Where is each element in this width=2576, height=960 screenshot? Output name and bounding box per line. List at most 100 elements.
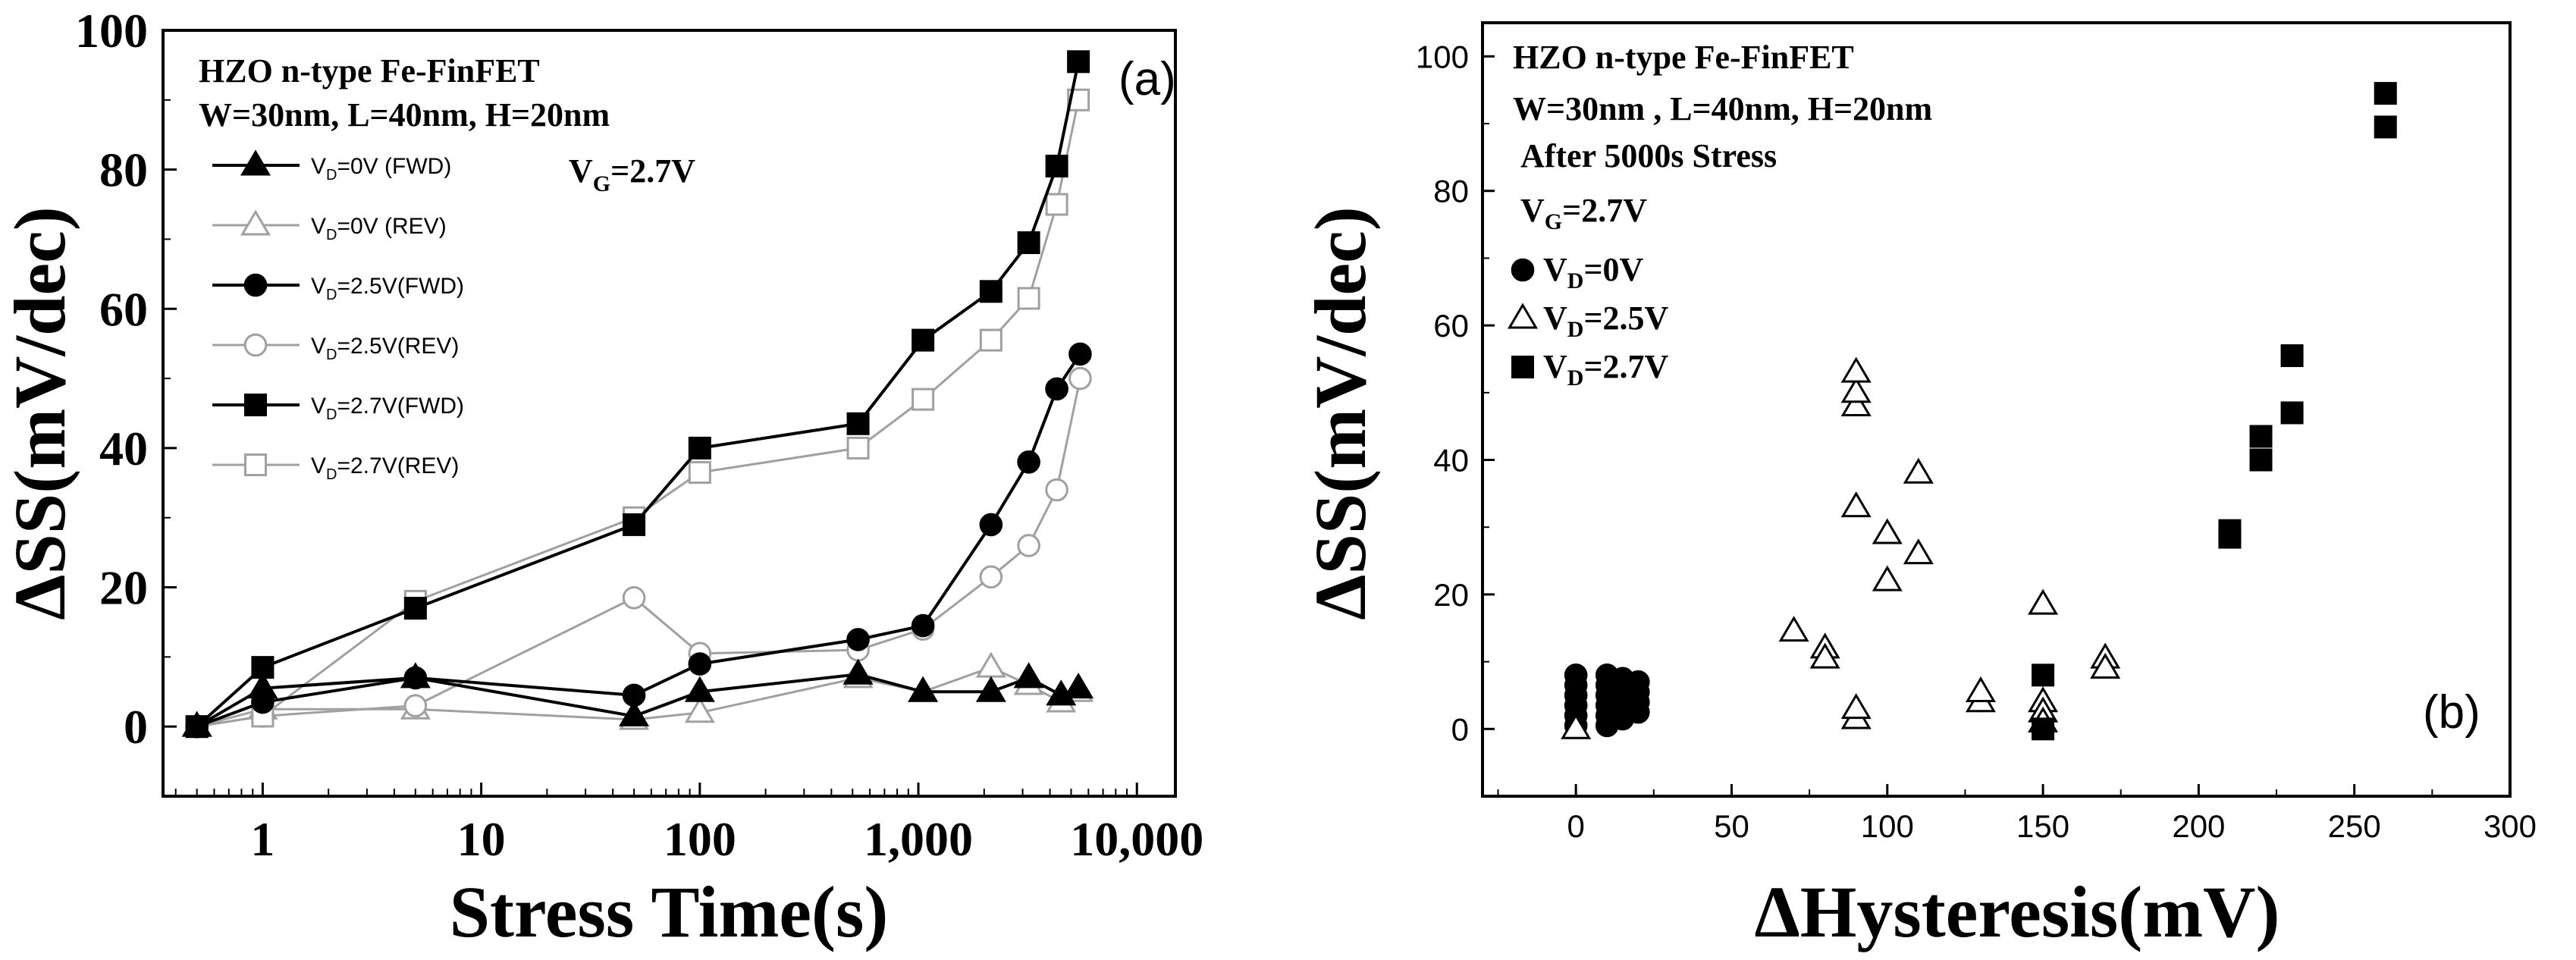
chart-a-point (688, 652, 712, 676)
chart-a-x-tick-label: 10,000 (1070, 812, 1203, 866)
chart-a-point (911, 613, 935, 638)
chart-a-point (688, 461, 711, 485)
chart-b-point (2090, 652, 2121, 679)
chart-b-point (2028, 588, 2059, 615)
chart-a-legend-rest: =2.5V(FWD) (337, 274, 464, 299)
chart-a-point (185, 715, 209, 739)
chart-a-x-tick-label: 1 (250, 812, 275, 866)
chart-a-x-axis-title: Stress Time(s) (450, 871, 889, 952)
chart-a-point (979, 513, 1003, 537)
chart-b-point (1564, 664, 1588, 687)
chart-a-point (688, 436, 711, 460)
chart-a-legend-v: V (311, 334, 326, 359)
chart-b-point (2218, 519, 2242, 542)
chart-a-point (1063, 673, 1094, 699)
chart-b-legend-v: V (1543, 300, 1567, 337)
chart-b-point (1903, 538, 1934, 565)
chart-a-plot-frame (162, 29, 1177, 798)
chart-b: 0 50 100 150 200 250 300 0 20 40 60 80 100 HZO n-typ… (1300, 21, 2537, 952)
chart-b-legend-rest: =2.7V (1583, 348, 1668, 385)
chart-a-legend-label: VD=2.7V(FWD) (311, 394, 464, 423)
chart-a-legend-sub: D (326, 466, 337, 483)
chart-a-point (975, 651, 1006, 678)
chart-b-point (1840, 693, 1872, 720)
chart-b-legend-marker (1511, 258, 1535, 282)
chart-a-point (622, 586, 646, 610)
chart-a-legend-label: VD=0V (FWD) (311, 154, 451, 184)
chart-a-point (1068, 366, 1092, 391)
chart-a-legend-sub: D (326, 406, 337, 423)
chart-b-x-tick-label: 200 (2172, 808, 2225, 844)
chart-b-x-tick-label: 0 (1567, 808, 1585, 844)
chart-b-y-tick-label: 0 (1451, 711, 1469, 747)
chart-b-series-layer (1561, 82, 2397, 741)
chart-a-point (842, 658, 874, 685)
chart-b-y-axis-title: ΔSS(mV/dec) (1300, 206, 1381, 620)
chart-b-x-tick-label: 300 (2483, 808, 2537, 844)
chart-b-point (1840, 491, 1872, 518)
chart-b-vg-sub: G (1545, 209, 1562, 234)
chart-a-legend-sub: D (326, 167, 337, 184)
chart-a-legend-label: VD=2.5V(REV) (311, 334, 459, 363)
chart-a-legend-v: V (311, 214, 326, 239)
chart-b-x-axis-title: ΔHysteresis(mV) (1755, 871, 2280, 952)
chart-b-legend-sub: D (1567, 317, 1584, 342)
chart-a-point (1045, 478, 1068, 502)
chart-b-panel-label: (b) (2423, 686, 2480, 739)
chart-b-point (2374, 82, 2397, 105)
chart-a-series-line (196, 378, 1081, 728)
chart-b-annotation-title: HZO n-type Fe-FinFET (1513, 39, 1854, 76)
chart-a-point (1045, 155, 1068, 178)
chart-b-annotation-stress: After 5000s Stress (1520, 137, 1777, 174)
chart-a-x-tick-label: 100 (664, 812, 736, 866)
chart-a-legend-rest: =0V (FWD) (337, 154, 451, 179)
chart-b-point (1840, 356, 1872, 383)
chart-a-legend-sub: D (326, 287, 337, 303)
chart-b-point (1561, 713, 1592, 739)
chart-a-annotation-vg: VG=2.7V (569, 152, 695, 196)
chart-b-legend-label: VD=0V (1543, 251, 1644, 293)
chart-b-vg-main: V (1520, 192, 1545, 229)
chart-a-y-tick-label: 20 (99, 561, 148, 615)
chart-b-y-tick-label: 20 (1433, 577, 1469, 613)
chart-b-plot-frame (1481, 21, 2512, 798)
chart-a-point (1017, 450, 1040, 474)
chart-b-point (2249, 425, 2273, 448)
chart-b-point (2280, 344, 2304, 368)
chart-a-legend-label: VD=2.7V(REV) (311, 453, 459, 483)
chart-a-legend-v: V (311, 154, 326, 179)
chart-a-y-tick-label: 100 (75, 4, 148, 58)
chart-b-point (1840, 377, 1872, 403)
chart-a-point (403, 694, 428, 717)
chart-a-point (1017, 231, 1040, 255)
chart-b-x-tick-label: 250 (2328, 808, 2381, 844)
chart-b-point (1627, 670, 1650, 694)
chart-a-point (1045, 377, 1068, 401)
chart-a-legend-marker (240, 209, 271, 236)
chart-a-legend-v: V (311, 453, 326, 478)
chart-a-annotation-title: HZO n-type Fe-FinFET (199, 52, 540, 89)
chart-a-point (1067, 50, 1090, 74)
chart-b-point (1872, 518, 1903, 544)
chart-b-legend-label: VD=2.7V (1543, 348, 1669, 391)
chart-a-legend-v: V (311, 394, 326, 419)
chart-a-point (1013, 662, 1044, 689)
chart-a-point (251, 690, 275, 714)
chart-b-ticks: 0 50 100 150 200 250 300 0 20 40 60 80 100 (1416, 39, 2537, 844)
chart-b-annotation-vg: VG=2.7V (1520, 192, 1647, 234)
chart-b-point (1809, 642, 1840, 669)
chart-a-legend-sub: D (326, 347, 337, 363)
chart-b-legend-sub: D (1567, 365, 1584, 391)
chart-a-legend-v: V (311, 274, 326, 299)
chart-b-legend-marker (1507, 303, 1539, 329)
chart-a-point (403, 597, 427, 620)
chart-b-y-tick-label: 40 (1433, 443, 1469, 478)
chart-a-y-tick-label: 40 (99, 422, 148, 475)
chart-a-annotation-geometry: W=30nm, L=40nm, H=20nm (199, 96, 610, 133)
chart-a-legend-rest: =2.5V(REV) (337, 334, 459, 359)
chart-a-point (1017, 534, 1040, 557)
chart-a-point (846, 628, 870, 651)
chart-a-point (622, 683, 646, 707)
